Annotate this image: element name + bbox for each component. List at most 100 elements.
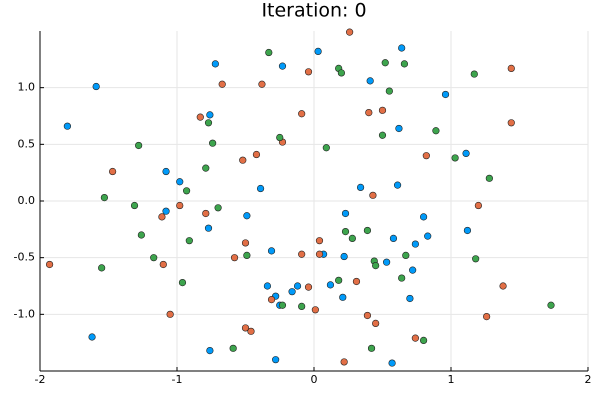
point — [365, 108, 373, 117]
point — [298, 302, 306, 311]
point — [252, 150, 261, 159]
point — [304, 283, 313, 291]
point — [372, 262, 380, 270]
point — [389, 234, 398, 242]
point — [463, 226, 472, 235]
point — [398, 274, 406, 282]
point — [162, 167, 170, 176]
point — [311, 306, 319, 314]
point — [363, 226, 372, 235]
x-tick-label: 2 — [585, 373, 592, 386]
point — [135, 141, 143, 150]
point — [393, 181, 402, 189]
point — [278, 301, 287, 309]
x-tick-label: -2 — [35, 373, 46, 386]
y-tick-label: -1.0 — [14, 307, 35, 320]
point — [265, 48, 273, 57]
y-tick-label: -0.5 — [14, 251, 35, 264]
point — [206, 111, 214, 119]
point — [45, 260, 54, 269]
point — [258, 80, 266, 88]
point — [366, 77, 374, 85]
point — [137, 231, 145, 239]
point — [166, 310, 174, 318]
y-tick-label: 0.0 — [18, 194, 36, 207]
point — [230, 254, 239, 262]
point — [406, 294, 414, 303]
point — [288, 288, 296, 296]
point — [185, 237, 193, 245]
point — [378, 131, 387, 139]
point — [158, 213, 166, 221]
point — [388, 359, 396, 367]
point — [507, 64, 515, 72]
point — [369, 191, 377, 199]
point — [293, 282, 302, 290]
point — [63, 122, 71, 130]
x-tick-label: 0 — [311, 373, 318, 386]
point — [176, 201, 184, 210]
point — [337, 69, 346, 77]
point — [400, 60, 409, 68]
point — [98, 264, 106, 272]
point — [204, 224, 213, 232]
point — [341, 228, 350, 236]
point — [395, 124, 403, 133]
point — [398, 44, 406, 52]
point — [424, 232, 432, 240]
point — [314, 47, 322, 56]
point — [472, 255, 480, 263]
point — [272, 356, 280, 364]
point — [206, 347, 214, 355]
point — [150, 254, 158, 262]
point — [298, 110, 306, 118]
point — [383, 258, 391, 266]
point — [402, 251, 410, 259]
point — [247, 327, 255, 335]
point — [182, 187, 191, 195]
point — [243, 212, 251, 220]
point — [341, 209, 350, 218]
point — [239, 156, 247, 164]
point — [263, 282, 272, 290]
point — [202, 164, 210, 172]
point — [335, 276, 343, 284]
point — [411, 334, 419, 342]
point — [441, 90, 450, 99]
point — [109, 167, 117, 176]
point — [267, 296, 276, 304]
point — [218, 80, 226, 88]
point — [378, 106, 387, 114]
point — [547, 301, 555, 309]
point — [322, 144, 330, 152]
point — [162, 207, 170, 215]
point — [474, 201, 483, 210]
point — [209, 139, 217, 147]
point — [348, 234, 356, 242]
point — [241, 324, 250, 332]
point — [422, 152, 430, 160]
point — [204, 119, 213, 127]
point — [462, 149, 470, 157]
point — [214, 204, 222, 212]
point — [298, 250, 306, 258]
point — [159, 260, 167, 269]
point — [409, 266, 417, 274]
y-tick-label: 1.0 — [18, 81, 36, 94]
point — [100, 194, 108, 202]
point — [340, 358, 348, 366]
point — [315, 250, 324, 258]
chart-title: Iteration: 0 — [261, 0, 366, 22]
point — [340, 252, 348, 261]
point — [363, 311, 372, 320]
point — [485, 174, 493, 182]
point — [381, 59, 389, 67]
point — [372, 319, 380, 328]
x-tick-label: 1 — [448, 373, 455, 386]
point — [304, 68, 313, 76]
point — [267, 247, 276, 255]
point — [256, 184, 265, 193]
point — [367, 344, 376, 352]
point — [507, 119, 515, 127]
